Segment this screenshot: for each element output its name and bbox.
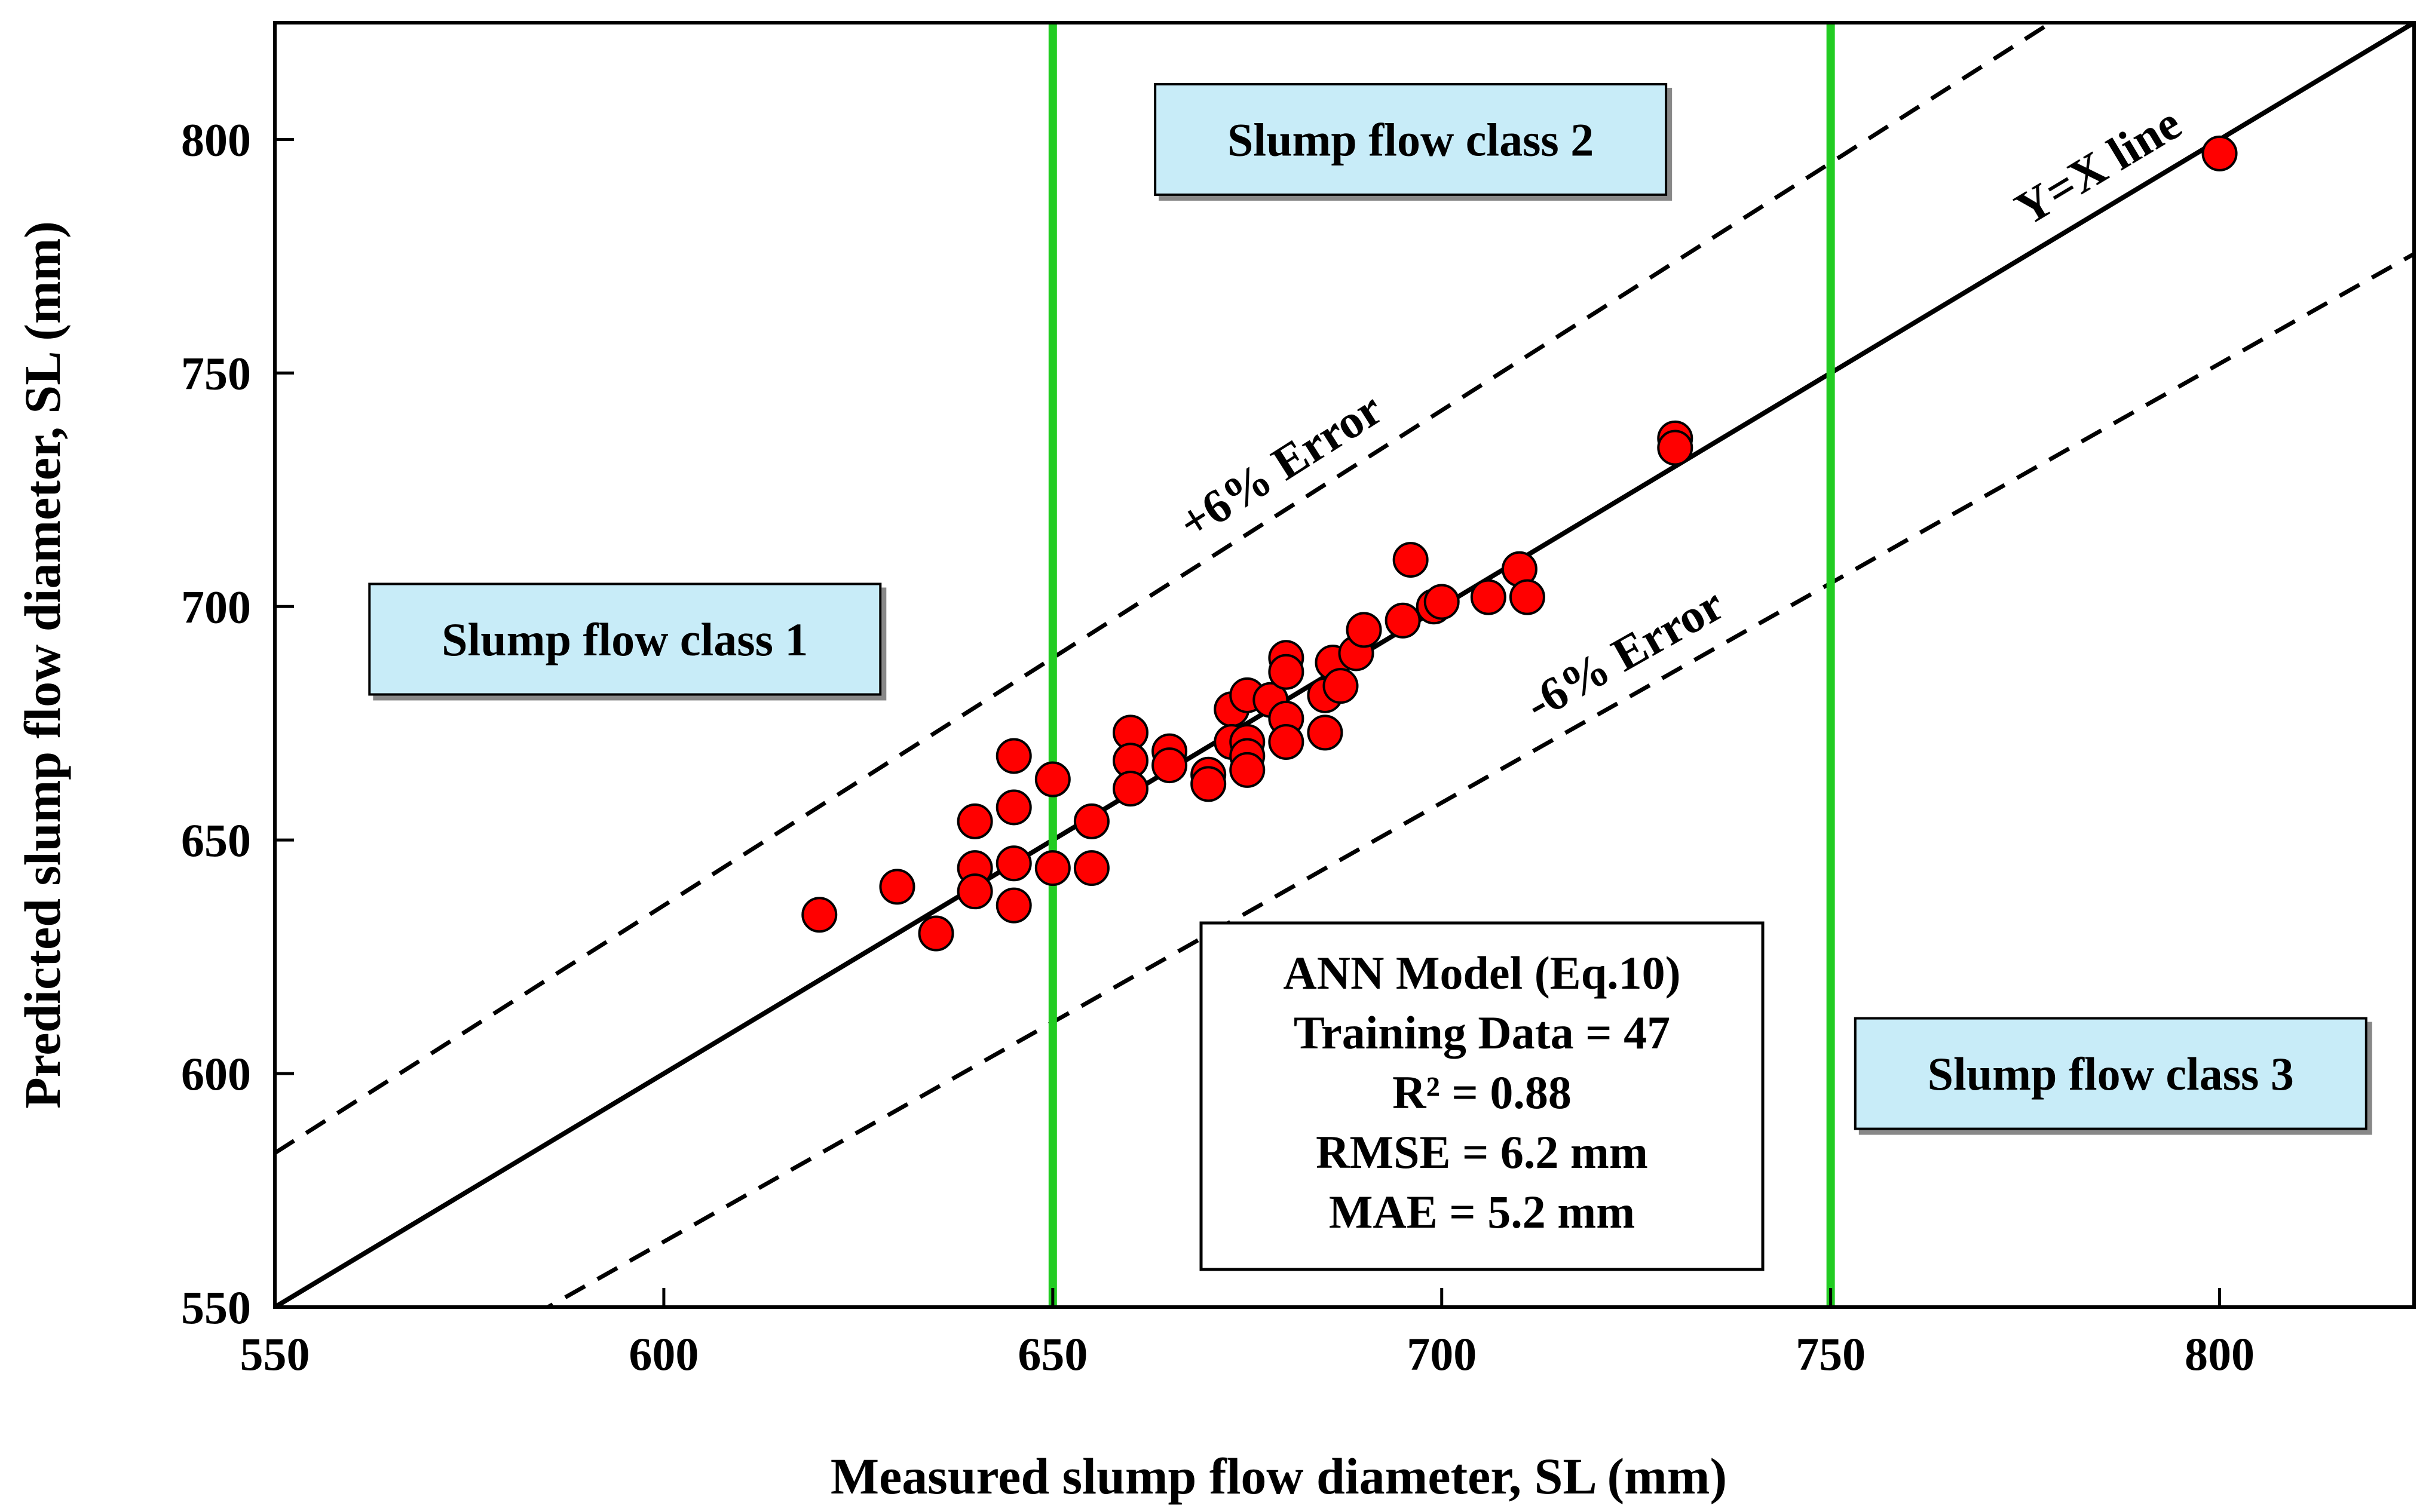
ref-line-1 bbox=[275, 23, 2055, 1155]
data-point bbox=[1470, 579, 1506, 615]
data-points bbox=[801, 135, 2238, 952]
y-tick-label: 600 bbox=[181, 1048, 251, 1100]
stats-model: ANN Model (Eq.10) bbox=[1283, 947, 1680, 999]
stats-r2: R² = 0.88 bbox=[1392, 1066, 1572, 1118]
y-axis-title: Predicted slump flow diameter, SL (mm) bbox=[14, 221, 71, 1109]
y-tick-label: 550 bbox=[181, 1281, 251, 1333]
data-point bbox=[1346, 612, 1382, 648]
x-tick-label: 600 bbox=[629, 1328, 699, 1380]
data-point bbox=[1229, 752, 1266, 788]
class-2-box: Slump flow class 2 bbox=[1154, 82, 1668, 196]
stats-box: ANN Model (Eq.10) Training Data = 47 R² … bbox=[1199, 921, 1765, 1271]
class-3-label: Slump flow class 3 bbox=[1928, 1048, 2294, 1100]
x-axis-ticks: 550 600 650 700 750 800 bbox=[240, 1288, 2255, 1380]
y-tick-label: 750 bbox=[181, 347, 251, 399]
y-tick-label: 650 bbox=[181, 814, 251, 866]
data-point bbox=[957, 803, 993, 839]
data-point bbox=[996, 845, 1032, 882]
class-3-box: Slump flow class 3 bbox=[1854, 1017, 2367, 1130]
data-point bbox=[1073, 850, 1110, 887]
x-axis-title: Measured slump flow diameter, SL (mm) bbox=[831, 1447, 1727, 1505]
y-axis-ticks: 550 600 650 700 750 800 bbox=[181, 114, 294, 1333]
plot-area-frame bbox=[273, 21, 2416, 1309]
x-tick-label: 650 bbox=[1018, 1328, 1088, 1380]
data-point bbox=[879, 869, 915, 905]
class-boundary-lines bbox=[1048, 23, 1835, 1307]
y-tick-label: 700 bbox=[181, 581, 251, 633]
ref-line-2 bbox=[543, 252, 2414, 1307]
data-point bbox=[957, 873, 993, 910]
data-point bbox=[1034, 761, 1071, 798]
data-point bbox=[1190, 766, 1227, 802]
data-point bbox=[2201, 135, 2238, 171]
y-tick-label: 800 bbox=[181, 114, 251, 165]
x-tick-label: 700 bbox=[1407, 1328, 1477, 1380]
plus-error-label: +6% Error bbox=[1169, 382, 1391, 550]
data-point bbox=[1307, 714, 1343, 751]
stats-mae: MAE = 5.2 mm bbox=[1329, 1186, 1635, 1238]
data-point bbox=[918, 915, 954, 952]
stats-rmse: RMSE = 6.2 mm bbox=[1316, 1126, 1648, 1178]
data-point bbox=[1657, 430, 1693, 466]
data-point bbox=[1073, 803, 1110, 839]
class-labels: Slump flow class 1 Slump flow class 2 Sl… bbox=[368, 82, 2367, 1130]
data-point bbox=[1392, 542, 1429, 578]
data-point bbox=[1268, 724, 1304, 760]
x-tick-label: 550 bbox=[240, 1328, 310, 1380]
stats-count: Training Data = 47 bbox=[1294, 1007, 1670, 1059]
data-point bbox=[1322, 668, 1359, 704]
class-1-box: Slump flow class 1 bbox=[368, 582, 882, 696]
class-1-label: Slump flow class 1 bbox=[442, 614, 808, 665]
minus-error-label: -6% Error bbox=[1517, 578, 1732, 731]
data-point bbox=[1509, 579, 1545, 615]
stats-box-frame bbox=[1199, 921, 1765, 1271]
data-point bbox=[1385, 602, 1421, 639]
data-point bbox=[1034, 850, 1071, 887]
data-point bbox=[996, 738, 1032, 774]
data-point bbox=[1113, 771, 1148, 807]
data-point bbox=[801, 897, 838, 933]
data-point bbox=[1423, 584, 1460, 620]
class-2-label: Slump flow class 2 bbox=[1227, 114, 1594, 165]
data-point bbox=[996, 789, 1032, 826]
data-point bbox=[1268, 654, 1304, 690]
data-point bbox=[1151, 747, 1188, 784]
x-tick-label: 800 bbox=[2185, 1328, 2255, 1380]
x-tick-label: 750 bbox=[1796, 1328, 1866, 1380]
data-point bbox=[996, 887, 1032, 924]
